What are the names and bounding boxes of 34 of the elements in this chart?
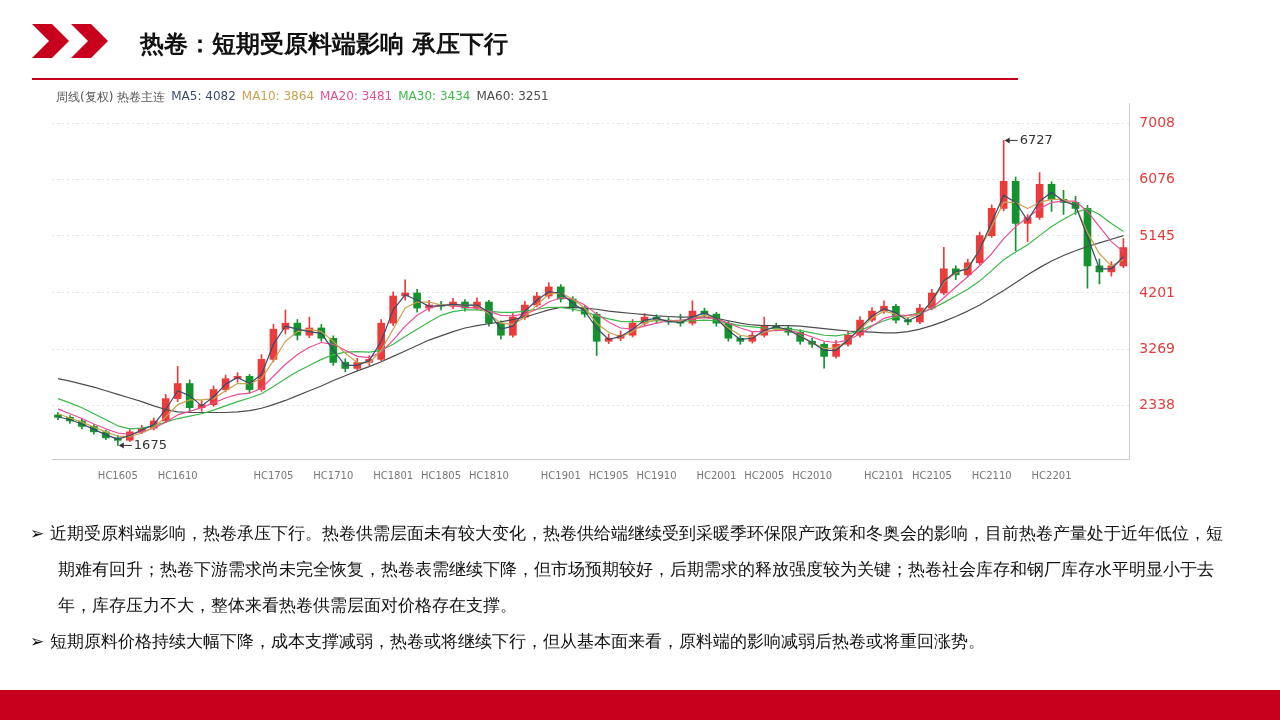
x-tick-label: HC1605 — [97, 469, 138, 481]
annotation: 6727 — [1019, 131, 1053, 147]
y-tick-label: 4201 — [1139, 283, 1176, 300]
y-tick-label: 6076 — [1139, 170, 1176, 187]
x-tick-label: HC1805 — [421, 469, 462, 481]
x-tick-label: HC2010 — [792, 469, 833, 481]
x-tick-label: HC2005 — [744, 469, 785, 481]
chart-subtitle: 周线(复权) 热卷主连 — [56, 89, 166, 106]
x-tick-label: HC1801 — [373, 469, 414, 481]
x-tick-label: HC2110 — [971, 469, 1012, 481]
text: MA30: 3434 — [398, 89, 471, 105]
x-tick-label: HC1910 — [636, 469, 677, 481]
text: ➢ 短期原料价格持续大幅下降，成本支撑减弱，热卷或将继续下行，但从基本面来看，原料端的影响减弱后热卷或将重回涨势。 — [30, 630, 986, 653]
x-tick-label: HC2105 — [911, 469, 952, 481]
x-tick-label: HC2101 — [863, 469, 904, 481]
y-tick-label: 7008 — [1139, 114, 1176, 131]
text: MA20: 3481 — [320, 89, 393, 105]
y-tick-label: 5145 — [1139, 226, 1176, 243]
chart-title: 热卷：短期受原料端影响 承压下行 — [140, 29, 509, 60]
y-tick-label: 2338 — [1139, 396, 1176, 413]
text: ➢ 近期受原料端影响，热卷承压下行。热卷供需层面未有较大变化，热卷供给端继续受到采暖季环保限产政策和冬奥会的影响，目前热卷产量处于近年低位，短期难有回升；热卷下游需求尚未完全恢复，热卷表需继续下降，但市场预期较好，后期需求的释放强度较为关键；热卷社会库存和钢厂库存水平明显小于去年，库存压力不大，整体来看热卷供需层面对价格存在支撑。 — [30, 522, 1224, 617]
x-tick-label: HC1705 — [253, 469, 294, 481]
text: MA60: 3251 — [476, 89, 549, 105]
y-tick-label: 3269 — [1139, 339, 1176, 356]
x-tick-label: HC1905 — [588, 469, 629, 481]
text: MA10: 3864 — [241, 89, 315, 105]
x-tick-label: HC2201 — [1031, 469, 1072, 481]
annotation: 1675 — [133, 436, 167, 452]
x-tick-label: HC2001 — [696, 469, 737, 481]
x-tick-label: HC1610 — [157, 469, 198, 481]
x-tick-label: HC1710 — [313, 469, 354, 481]
x-tick-label: HC1810 — [468, 469, 509, 481]
text: MA5: 4082 — [171, 89, 236, 105]
x-tick-label: HC1901 — [540, 469, 581, 481]
